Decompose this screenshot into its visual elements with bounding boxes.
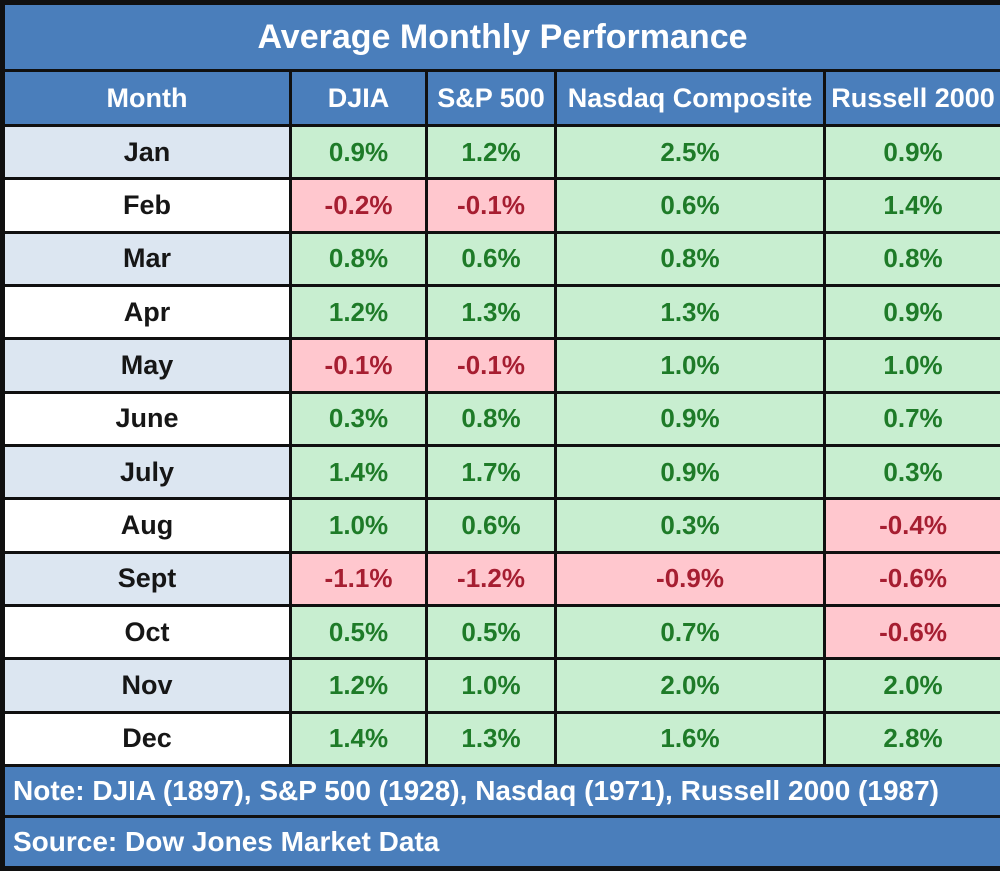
value-cell: 1.4%: [289, 710, 428, 768]
value-cell: 1.0%: [289, 497, 428, 554]
value-cell: -0.1%: [425, 177, 557, 234]
value-cell: 0.6%: [425, 230, 557, 287]
value-cell: 0.8%: [822, 230, 1000, 287]
table-row: Feb -0.2% -0.1% 0.6% 1.4%: [1, 177, 1000, 234]
month-cell: June: [1, 390, 292, 447]
month-cell: Apr: [1, 283, 292, 341]
value-cell: 0.5%: [289, 603, 428, 661]
month-cell: July: [1, 443, 292, 501]
table-title: Average Monthly Performance: [0, 1, 1000, 72]
title-row: Average Monthly Performance: [0, 1, 1000, 72]
value-cell: 0.6%: [425, 497, 557, 554]
value-cell: 0.3%: [289, 390, 428, 447]
note-row: Note: DJIA (1897), S&P 500 (1928), Nasda…: [0, 764, 1000, 818]
column-header-djia: DJIA: [289, 69, 428, 127]
month-cell: Dec: [1, 710, 292, 768]
value-cell: 0.6%: [554, 177, 826, 234]
value-cell: 0.8%: [554, 230, 826, 287]
value-cell: -1.2%: [425, 550, 557, 607]
value-cell: 0.7%: [554, 603, 826, 661]
value-cell: 1.2%: [289, 283, 428, 341]
value-cell: -0.4%: [822, 497, 1000, 554]
month-cell: Nov: [1, 657, 292, 714]
value-cell: 1.2%: [425, 123, 557, 181]
value-cell: 1.6%: [554, 710, 826, 768]
table-row: May -0.1% -0.1% 1.0% 1.0%: [1, 337, 1000, 394]
column-header-nasdaq: Nasdaq Composite: [554, 69, 826, 127]
table-row: July 1.4% 1.7% 0.9% 0.3%: [1, 443, 1000, 501]
value-cell: -0.2%: [289, 177, 428, 234]
value-cell: 1.0%: [554, 337, 826, 394]
value-cell: 1.7%: [425, 443, 557, 501]
month-cell: Oct: [1, 603, 292, 661]
table-row: Sept -1.1% -1.2% -0.9% -0.6%: [1, 550, 1000, 607]
table-row: Aug 1.0% 0.6% 0.3% -0.4%: [1, 497, 1000, 554]
month-cell: Mar: [1, 230, 292, 287]
column-header-sp500: S&P 500: [425, 69, 557, 127]
value-cell: 1.4%: [822, 177, 1000, 234]
table-row: Apr 1.2% 1.3% 1.3% 0.9%: [1, 283, 1000, 341]
value-cell: 1.3%: [554, 283, 826, 341]
value-cell: 1.0%: [425, 657, 557, 714]
value-cell: 0.5%: [425, 603, 557, 661]
value-cell: 0.3%: [822, 443, 1000, 501]
value-cell: 0.9%: [554, 390, 826, 447]
column-header-russell: Russell 2000: [822, 69, 1000, 127]
value-cell: 2.5%: [554, 123, 826, 181]
value-cell: 1.4%: [289, 443, 428, 501]
value-cell: 0.9%: [289, 123, 428, 181]
month-cell: Feb: [1, 177, 292, 234]
month-cell: Sept: [1, 550, 292, 607]
source-text: Source: Dow Jones Market Data: [0, 815, 1000, 870]
value-cell: 1.3%: [425, 710, 557, 768]
header-row: Month DJIA S&P 500 Nasdaq Composite Russ…: [1, 69, 1000, 127]
table-row: Mar 0.8% 0.6% 0.8% 0.8%: [1, 230, 1000, 287]
note-text: Note: DJIA (1897), S&P 500 (1928), Nasda…: [0, 764, 1000, 818]
value-cell: 2.8%: [822, 710, 1000, 768]
month-cell: Jan: [1, 123, 292, 181]
value-cell: 0.8%: [289, 230, 428, 287]
value-cell: -0.6%: [822, 550, 1000, 607]
value-cell: 0.3%: [554, 497, 826, 554]
table-row: Oct 0.5% 0.5% 0.7% -0.6%: [1, 603, 1000, 661]
table-row: Dec 1.4% 1.3% 1.6% 2.8%: [1, 710, 1000, 768]
value-cell: -1.1%: [289, 550, 428, 607]
value-cell: 2.0%: [822, 657, 1000, 714]
value-cell: 0.7%: [822, 390, 1000, 447]
value-cell: -0.1%: [289, 337, 428, 394]
value-cell: 0.9%: [822, 123, 1000, 181]
value-cell: 1.0%: [822, 337, 1000, 394]
value-cell: 0.9%: [822, 283, 1000, 341]
table-row: Jan 0.9% 1.2% 2.5% 0.9%: [1, 123, 1000, 181]
month-cell: May: [1, 337, 292, 394]
value-cell: -0.1%: [425, 337, 557, 394]
table-row: Nov 1.2% 1.0% 2.0% 2.0%: [1, 657, 1000, 714]
month-cell: Aug: [1, 497, 292, 554]
value-cell: -0.6%: [822, 603, 1000, 661]
value-cell: 2.0%: [554, 657, 826, 714]
value-cell: 0.8%: [425, 390, 557, 447]
table-row: June 0.3% 0.8% 0.9% 0.7%: [1, 390, 1000, 447]
value-cell: 1.3%: [425, 283, 557, 341]
value-cell: -0.9%: [554, 550, 826, 607]
value-cell: 1.2%: [289, 657, 428, 714]
column-header-month: Month: [1, 69, 292, 127]
value-cell: 0.9%: [554, 443, 826, 501]
source-row: Source: Dow Jones Market Data: [0, 815, 1000, 870]
